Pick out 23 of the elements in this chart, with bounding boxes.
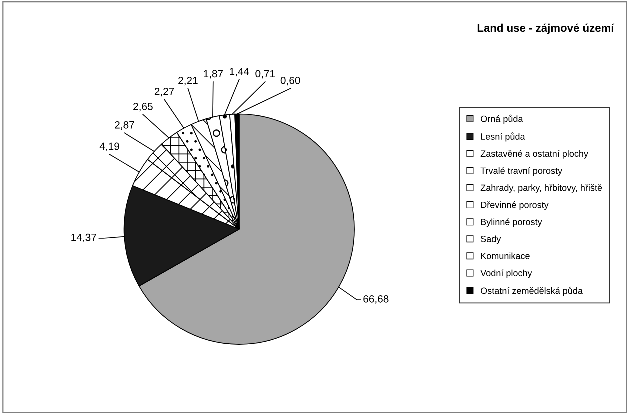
legend-label: Ostatní zemědělská půda bbox=[481, 286, 583, 296]
data-label: 2,65 bbox=[134, 102, 153, 112]
legend-label: Bylinné porosty bbox=[481, 218, 542, 228]
legend-label: Zahrady, parky, hřbitovy, hřiště bbox=[480, 184, 602, 193]
data-label: 4,19 bbox=[100, 142, 120, 152]
data-label: 66,68 bbox=[364, 295, 389, 304]
data-label: 0,60 bbox=[280, 77, 300, 86]
data-label: 0,71 bbox=[256, 70, 276, 79]
legend-label: Zastavěné a ostatní plochy bbox=[480, 150, 588, 159]
data-label: 2,27 bbox=[154, 88, 174, 97]
data-label: 2,87 bbox=[115, 121, 134, 130]
legend-label: Orná půda bbox=[481, 114, 524, 124]
legend-label: Sady bbox=[481, 236, 502, 244]
legend-label: Lesní půda bbox=[481, 132, 526, 142]
data-label: 1,87 bbox=[204, 70, 224, 79]
legend-label: Komunikace bbox=[481, 252, 530, 260]
legend-label: Dřevinné porosty bbox=[481, 202, 549, 210]
chart-title: Land use - zájmové území bbox=[478, 24, 615, 34]
data-label: 2,21 bbox=[178, 77, 198, 86]
data-label: 14,37 bbox=[72, 234, 96, 243]
legend-label: Vodní plochy bbox=[480, 270, 532, 278]
data-label: 1,44 bbox=[230, 68, 250, 77]
legend-label: Trvalé travní porosty bbox=[480, 167, 563, 176]
